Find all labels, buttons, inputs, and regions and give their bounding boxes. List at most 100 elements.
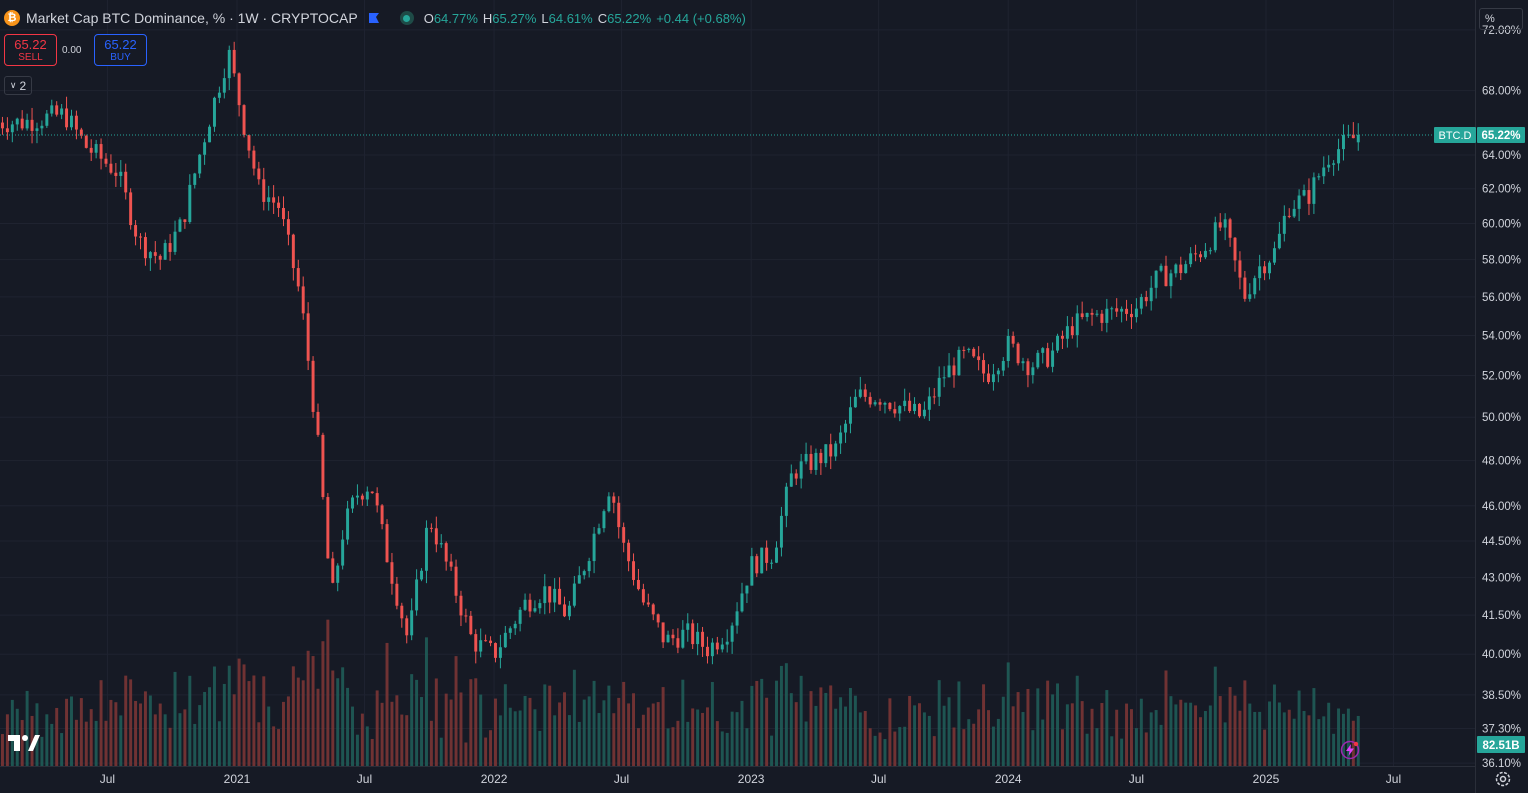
scale-mode-button[interactable]: %: [1479, 8, 1523, 30]
volume-bar: [730, 711, 734, 766]
candle-body: [104, 158, 108, 164]
candle-body: [1292, 208, 1296, 217]
volume-bar: [148, 695, 152, 766]
tradingview-logo-icon[interactable]: [8, 733, 40, 753]
candle-body: [1233, 237, 1237, 261]
candle-body: [582, 571, 586, 576]
gear-icon[interactable]: [1494, 770, 1512, 788]
ohlc-key: O: [423, 10, 434, 26]
candle-body: [567, 605, 571, 617]
candle-body: [360, 495, 364, 500]
volume-bar: [65, 698, 69, 766]
volume-bar: [908, 695, 912, 766]
candle-body: [1120, 308, 1124, 312]
candle-body: [740, 593, 744, 612]
candle-body: [129, 192, 133, 226]
candle-body: [459, 595, 463, 616]
volume-bar: [1031, 730, 1035, 766]
volume-bar: [853, 695, 857, 766]
volume-bar: [745, 728, 749, 766]
candle-body: [1263, 266, 1267, 274]
candle-body: [977, 356, 981, 361]
volume-bar: [839, 697, 843, 766]
volume-bar: [301, 680, 305, 766]
volume-bar: [814, 705, 818, 766]
time-tick-label: Jul: [100, 772, 115, 786]
volume-bar: [538, 730, 542, 766]
price-tick-label: 43.00%: [1482, 572, 1521, 584]
volume-bar: [119, 715, 123, 766]
market-status-dot-icon[interactable]: [399, 11, 414, 25]
volume-bar: [1327, 702, 1331, 766]
volume-bar: [706, 707, 709, 766]
volume-bar: [114, 702, 118, 766]
symbol-title[interactable]: Market Cap BTC Dominance, % · 1W · CRYPT…: [26, 10, 358, 26]
candle-body: [1169, 273, 1173, 287]
candle-body: [1060, 335, 1064, 339]
volume-bar: [528, 697, 532, 766]
volume-bar: [355, 734, 359, 766]
candle-body: [587, 561, 591, 572]
candle-body: [1258, 266, 1262, 279]
volume-bar: [1332, 733, 1336, 766]
volume-bar: [237, 658, 241, 766]
candle-body: [572, 583, 576, 606]
volume-bar: [518, 710, 522, 766]
candle-body: [913, 403, 917, 412]
price-tick-label: 44.50%: [1482, 536, 1521, 548]
candle-body: [252, 150, 256, 169]
volume-bar: [449, 699, 453, 766]
candle-body: [1203, 250, 1207, 258]
volume-bar: [360, 713, 364, 766]
candle-body: [824, 444, 828, 464]
lightning-icon[interactable]: [1340, 740, 1360, 760]
candle-body: [168, 243, 172, 252]
volume-bar: [336, 678, 340, 766]
flag-icon[interactable]: [368, 12, 380, 24]
volume-bar: [1199, 717, 1202, 766]
candle-body: [1090, 312, 1094, 315]
volume-bar: [326, 619, 330, 766]
volume-bar: [198, 705, 202, 766]
candle-body: [326, 497, 330, 559]
price-axis[interactable]: 72.00% 68.00% 64.00% 62.00% 60.00% 58.00% 56.0…: [1475, 0, 1522, 793]
time-axis[interactable]: Jul 2021 Jul 2022 Jul 2023 Jul 2024 Jul 2025 Jul: [0, 766, 1475, 787]
buy-price: 65.22: [104, 37, 137, 52]
volume-bar: [168, 727, 172, 766]
candle-body: [646, 602, 650, 605]
volume-bar: [316, 688, 320, 766]
candle-body: [282, 207, 285, 220]
volume-bar: [1110, 736, 1114, 766]
price-tick-label: 54.00%: [1482, 330, 1521, 342]
candle-body: [469, 615, 473, 635]
indicators-toggle[interactable]: ∨ 2: [4, 76, 32, 95]
candle-body: [55, 105, 59, 115]
candle-body: [257, 168, 261, 180]
volume-bar: [1139, 698, 1143, 766]
candle-body: [1095, 313, 1099, 315]
candle-body: [1075, 313, 1079, 336]
volume-bar: [99, 680, 103, 766]
candle-body: [888, 402, 892, 410]
volume-bar: [439, 737, 443, 766]
ohlc-value: 65.27%: [492, 10, 537, 26]
candle-body: [873, 402, 877, 405]
candle-body: [434, 528, 438, 545]
buy-button[interactable]: 65.22 BUY: [94, 34, 147, 66]
volume-bar: [1090, 708, 1094, 766]
volume-bar: [1011, 706, 1015, 766]
price-tick-label: 37.30%: [1482, 723, 1521, 735]
volume-bar: [962, 729, 966, 766]
spread-value: 0.00: [62, 45, 82, 56]
volume-bar: [346, 687, 350, 766]
candle-body: [336, 565, 340, 583]
candle-body: [932, 396, 936, 398]
candle-body: [533, 608, 537, 612]
candle-body: [109, 163, 113, 173]
sell-button[interactable]: 65.22 SELL: [4, 34, 57, 66]
candle-body: [424, 527, 428, 571]
candle-body: [193, 173, 197, 185]
volume-bar: [395, 695, 399, 766]
candle-body: [494, 643, 497, 658]
